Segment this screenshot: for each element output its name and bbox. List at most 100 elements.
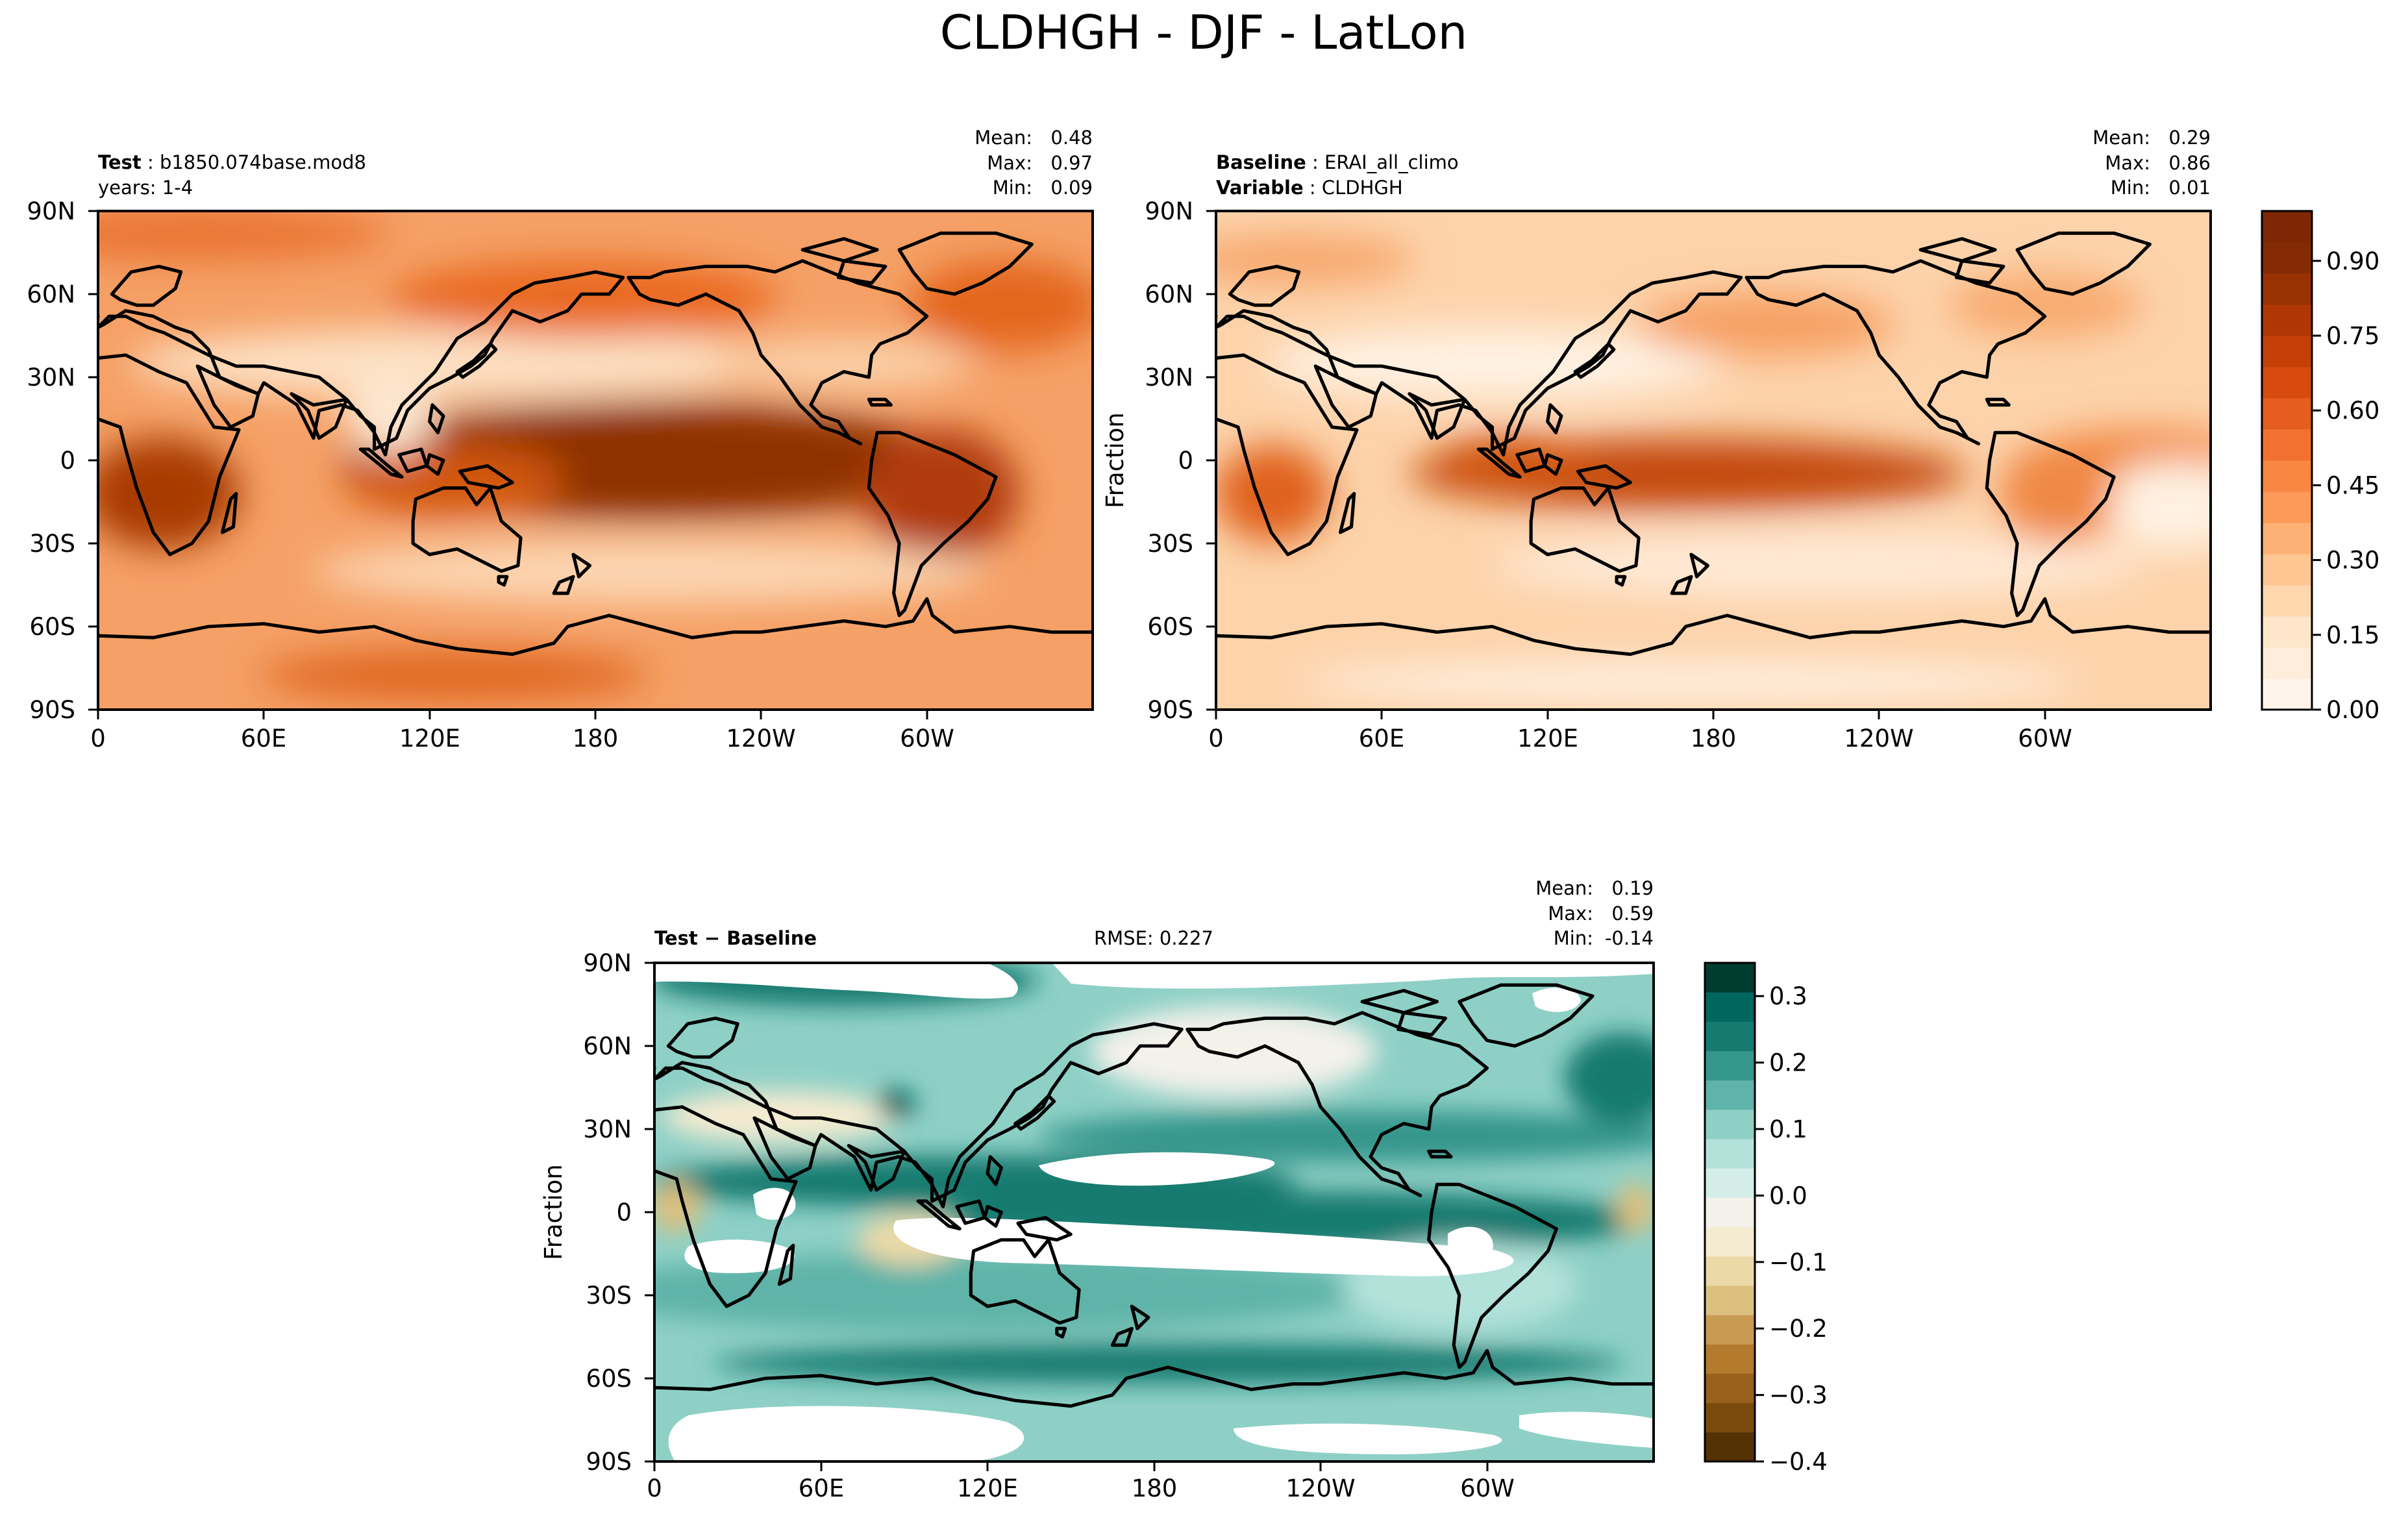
svg-text:180: 180: [1132, 1474, 1178, 1502]
svg-text:0.09: 0.09: [1050, 177, 1093, 199]
colorbar-diff-band: [1705, 1139, 1755, 1169]
colorbar-diff-tick-label: −0.2: [1769, 1315, 1828, 1343]
diff-ylabel: Fraction: [540, 1164, 567, 1260]
colorbar-diff-band: [1705, 1197, 1755, 1228]
colorbar-main-ticks: 0.00 0.15 0.30 0.45 0.60 0.75 0.90: [2312, 247, 2379, 724]
baseline-label: Baseline : ERAI_all_climo: [1216, 151, 1459, 173]
colorbar-main: 0.00 0.15 0.30 0.45 0.60 0.75 0.90: [2261, 210, 2379, 724]
svg-text:Min:: Min:: [1554, 927, 1593, 949]
svg-text:60N: 60N: [583, 1032, 632, 1060]
diff-rmse: RMSE: 0.227: [1094, 927, 1213, 949]
colorbar-diff-band: [1705, 1315, 1755, 1345]
colorbar-diff-band: [1705, 1344, 1755, 1374]
colorbar-diff: 0.3 0.2 0.1 0.0 −0.1 −0.2 −0.3 −0.4: [1704, 962, 1828, 1476]
svg-text:180: 180: [1691, 725, 1737, 752]
svg-text:Min:: Min:: [2111, 177, 2150, 199]
colorbar-main-band: [2262, 273, 2312, 305]
svg-text:0.29: 0.29: [2168, 127, 2211, 149]
test-map-field: [98, 211, 1093, 710]
colorbar-main-band: [2262, 336, 2312, 367]
svg-text:60E: 60E: [1359, 725, 1404, 752]
colorbar-main-band: [2262, 460, 2312, 492]
colorbar-diff-tick-label: −0.1: [1769, 1249, 1828, 1276]
colorbar-diff-tick-label: 0.0: [1769, 1182, 1807, 1210]
colorbar-main-band: [2262, 647, 2312, 679]
svg-text:Mean:: Mean:: [1535, 877, 1593, 899]
colorbar-main-band: [2262, 523, 2312, 554]
colorbar-diff-bands: [1705, 963, 1755, 1462]
svg-text:60W: 60W: [1460, 1474, 1515, 1502]
diff-stats: Mean: 0.19 Max: 0.59 Min: -0.14: [1535, 877, 1654, 949]
colorbar-diff-tick-label: −0.3: [1769, 1382, 1828, 1410]
test-lat-ticks: 90N 60N 30N 0 30S 60S 90S: [27, 197, 75, 724]
panel-baseline: Baseline : ERAI_all_climo Variable : CLD…: [1101, 127, 2212, 752]
svg-text:0: 0: [1178, 447, 1193, 475]
svg-text:30N: 30N: [583, 1115, 632, 1143]
svg-text:0.01: 0.01: [2168, 177, 2211, 199]
colorbar-main-band: [2262, 242, 2312, 274]
svg-text:60S: 60S: [1147, 613, 1193, 641]
svg-text:0: 0: [90, 725, 106, 752]
svg-text:0: 0: [60, 447, 75, 475]
test-stats: Mean: 0.48 Max: 0.97 Min: 0.09: [974, 127, 1093, 199]
svg-text:120W: 120W: [1844, 725, 1913, 752]
colorbar-main-band: [2262, 367, 2312, 399]
colorbar-main-band: [2262, 616, 2312, 648]
svg-text:Mean:: Mean:: [974, 127, 1032, 149]
svg-text:30S: 30S: [586, 1282, 632, 1310]
svg-text:30N: 30N: [1145, 364, 1193, 392]
svg-text:60S: 60S: [586, 1365, 632, 1393]
svg-text:30N: 30N: [27, 364, 75, 392]
diff-lon-ticks: 0 60E 120E 180 120W 60W: [647, 1474, 1515, 1502]
svg-text:Mean:: Mean:: [2092, 127, 2150, 149]
colorbar-diff-band: [1705, 1080, 1755, 1110]
svg-text:120W: 120W: [726, 725, 795, 752]
baseline-lon-ticks: 0 60E 120E 180 120W 60W: [1208, 725, 2072, 752]
baseline-map-field: [1216, 211, 2211, 710]
colorbar-main-band: [2262, 398, 2312, 430]
svg-text:Max:: Max:: [2105, 152, 2150, 174]
colorbar-diff-band: [1705, 1109, 1755, 1139]
svg-text:90S: 90S: [1147, 696, 1193, 724]
svg-text:Max:: Max:: [987, 152, 1032, 174]
colorbar-main-band: [2262, 491, 2312, 523]
colorbar-main-tick-label: 0.00: [2326, 696, 2379, 724]
colorbar-diff-tick-label: 0.2: [1769, 1049, 1807, 1077]
svg-text:90N: 90N: [27, 197, 75, 225]
colorbar-diff-tick-label: 0.1: [1769, 1115, 1807, 1143]
colorbar-diff-band: [1705, 1021, 1755, 1052]
colorbar-main-band: [2262, 678, 2312, 710]
svg-text:90S: 90S: [29, 696, 75, 724]
test-label: Test : b1850.074base.mod8: [98, 151, 366, 173]
svg-text:30S: 30S: [29, 530, 75, 558]
svg-text:0: 0: [647, 1474, 662, 1502]
svg-text:60S: 60S: [29, 613, 75, 641]
svg-text:60E: 60E: [799, 1474, 844, 1502]
colorbar-main-tick-label: 0.60: [2326, 397, 2379, 425]
colorbar-diff-ticks: 0.3 0.2 0.1 0.0 −0.1 −0.2 −0.3 −0.4: [1755, 982, 1828, 1476]
svg-text:60N: 60N: [27, 280, 75, 308]
svg-text:90N: 90N: [583, 949, 632, 977]
colorbar-diff-band: [1705, 1168, 1755, 1198]
baseline-variable: Variable : CLDHGH: [1216, 177, 1403, 199]
svg-text:60N: 60N: [1145, 280, 1193, 308]
svg-text:60W: 60W: [900, 725, 954, 752]
colorbar-main-tick-label: 0.45: [2326, 471, 2379, 499]
svg-text:0.48: 0.48: [1050, 127, 1093, 149]
colorbar-main-band: [2262, 585, 2312, 617]
baseline-lat-ticks: 90N 60N 30N 0 30S 60S 90S: [1145, 197, 1193, 724]
diff-lat-ticks: 90N 60N 30N 0 30S 60S 90S: [583, 949, 632, 1476]
colorbar-main-tick-label: 0.90: [2326, 247, 2379, 275]
svg-text:0.86: 0.86: [2168, 152, 2211, 174]
svg-text:60W: 60W: [2018, 725, 2072, 752]
colorbar-main-tick-label: 0.30: [2326, 547, 2379, 575]
baseline-stats: Mean: 0.29 Max: 0.86 Min: 0.01: [2092, 127, 2211, 199]
colorbar-main-band: [2262, 429, 2312, 461]
colorbar-main-tick-label: 0.15: [2326, 621, 2379, 649]
svg-text:30S: 30S: [1147, 530, 1193, 558]
panel-diff: Test − Baseline RMSE: 0.227 Mean: 0.19 M…: [540, 877, 1655, 1502]
svg-text:120E: 120E: [399, 725, 460, 752]
colorbar-diff-band: [1705, 963, 1755, 993]
svg-text:90N: 90N: [1145, 197, 1193, 225]
